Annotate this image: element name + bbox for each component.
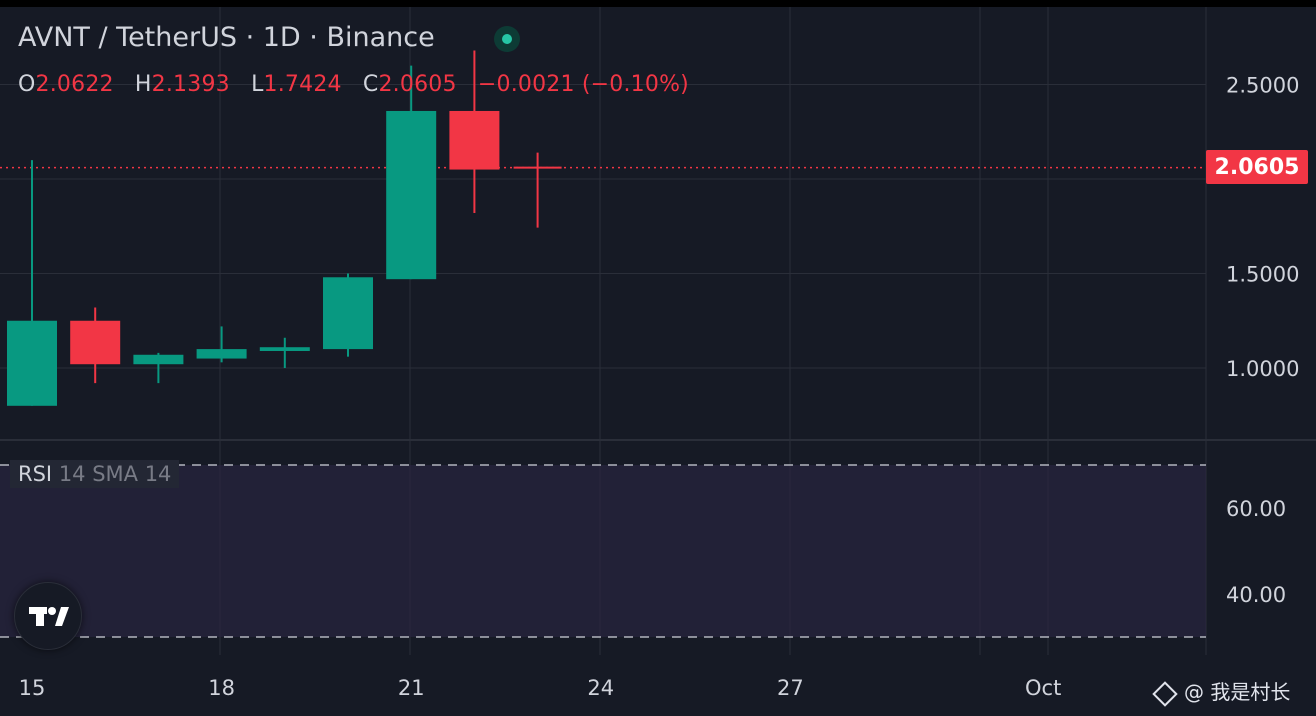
rsi-name: RSI: [18, 462, 53, 486]
rsi-axis-tick-label: 60.00: [1226, 497, 1286, 521]
x-axis-tick-label: 21: [398, 676, 425, 700]
x-axis-tick-label: 27: [777, 676, 804, 700]
market-open-status-icon: [494, 26, 520, 52]
candle-body[interactable]: [259, 347, 310, 351]
candle-body[interactable]: [449, 110, 500, 170]
x-axis-tick-label: 24: [587, 676, 614, 700]
y-axis-tick-label: 1.5000: [1226, 263, 1299, 287]
rsi-axis-tick-label: 40.00: [1226, 583, 1286, 607]
candle-body[interactable]: [7, 320, 57, 406]
rsi-params: 14 SMA 14: [58, 462, 172, 486]
open-value: 2.0622: [35, 72, 114, 97]
x-axis-tick-label: 15: [19, 676, 46, 700]
low-value: 1.7424: [263, 72, 342, 97]
close-value: 2.0605: [378, 72, 457, 97]
ohlc-legend: O2.0622 H2.1393 L1.7424 C2.0605 −0.0021 …: [18, 72, 703, 97]
candle-body[interactable]: [323, 277, 373, 350]
candle-body[interactable]: [70, 320, 121, 365]
rsi-background-band: [0, 465, 1206, 637]
low-label: L: [251, 72, 264, 97]
candle-body[interactable]: [196, 349, 247, 359]
binance-square-icon: [1152, 680, 1178, 707]
top-bar: [0, 0, 1316, 7]
rsi-indicator-label[interactable]: RSI 14 SMA 14: [10, 460, 180, 488]
tradingview-logo-icon[interactable]: [14, 582, 82, 650]
symbol-title[interactable]: AVNT / TetherUS · 1D · Binance: [18, 22, 435, 53]
candle-body[interactable]: [133, 354, 184, 365]
tradingview-logo-glyph-icon: [29, 607, 69, 626]
change-value: −0.0021 (−0.10%): [477, 72, 689, 97]
open-label: O: [18, 72, 36, 97]
close-label: C: [362, 72, 379, 97]
y-axis-tick-label: 2.5000: [1226, 74, 1299, 98]
y-axis-tick-label: 1.0000: [1226, 357, 1299, 381]
last-price-tag: 2.0605: [1206, 150, 1308, 184]
watermark-text: @ 我是村长: [1184, 680, 1291, 704]
x-axis-tick-label: 18: [208, 676, 235, 700]
high-value: 2.1393: [151, 72, 230, 97]
high-label: H: [134, 72, 152, 97]
x-axis-tick-label: Oct: [1025, 676, 1061, 700]
watermark: @ 我是村长: [1152, 676, 1291, 707]
candle-body[interactable]: [386, 110, 437, 280]
